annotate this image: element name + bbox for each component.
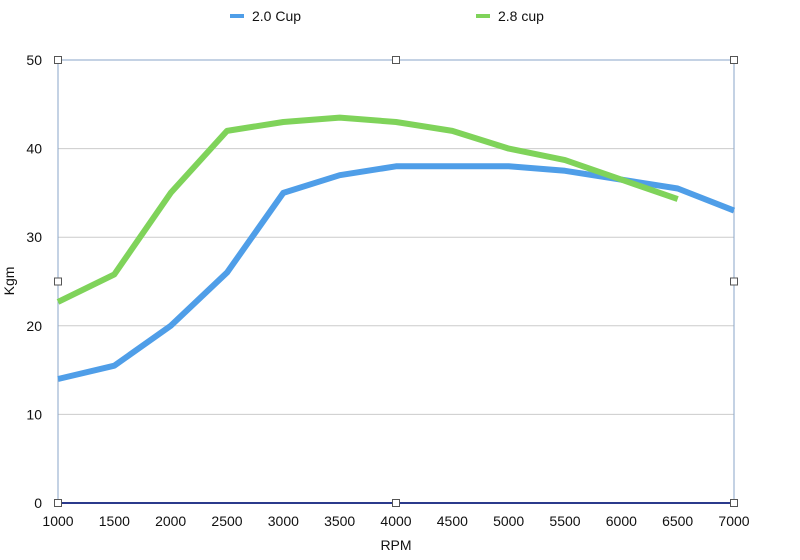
x-axis-title: RPM <box>380 537 411 553</box>
y-tick-label: 50 <box>26 52 42 68</box>
x-tick-label: 6500 <box>662 513 693 529</box>
x-tick-label: 4000 <box>380 513 411 529</box>
y-tick-label: 20 <box>26 318 42 334</box>
x-tick-label: 1000 <box>42 513 73 529</box>
resize-handle[interactable] <box>730 56 738 64</box>
x-tick-label: 5500 <box>549 513 580 529</box>
legend-label: 2.8 cup <box>498 8 544 24</box>
resize-handle[interactable] <box>730 499 738 507</box>
selection-handles <box>54 56 738 507</box>
x-tick-label: 6000 <box>606 513 637 529</box>
resize-handle[interactable] <box>54 277 62 286</box>
x-tick-label: 7000 <box>718 513 749 529</box>
y-axis-title: Kgm <box>1 267 17 296</box>
x-tick-label: 3500 <box>324 513 355 529</box>
x-tick-label: 2500 <box>211 513 242 529</box>
y-tick-label: 10 <box>26 406 42 422</box>
resize-handle[interactable] <box>54 56 62 64</box>
x-tick-label: 1500 <box>99 513 130 529</box>
legend-label: 2.0 Cup <box>252 8 301 24</box>
x-tick-label: 4500 <box>437 513 468 529</box>
y-tick-label: 40 <box>26 141 42 157</box>
y-tick-label: 30 <box>26 229 42 245</box>
x-tick-label: 5000 <box>493 513 524 529</box>
x-tick-label: 2000 <box>155 513 186 529</box>
axes <box>57 59 735 504</box>
grid-lines <box>58 59 734 415</box>
resize-handle[interactable] <box>54 499 62 507</box>
series-line-2 <box>56 114 679 305</box>
y-tick-label: 0 <box>34 495 42 511</box>
series-line-1 <box>57 163 736 382</box>
legend: 2.0 Cup 2.8 cup <box>230 8 544 24</box>
series-layer <box>56 114 736 382</box>
resize-handle[interactable] <box>392 499 400 507</box>
resize-handle[interactable] <box>730 277 738 286</box>
tick-labels: 0 10 20 30 40 50 1000 1500 2000 2500 3000 3500 4000 4… <box>26 52 749 529</box>
resize-handle[interactable] <box>392 56 400 64</box>
x-tick-label: 3000 <box>268 513 299 529</box>
